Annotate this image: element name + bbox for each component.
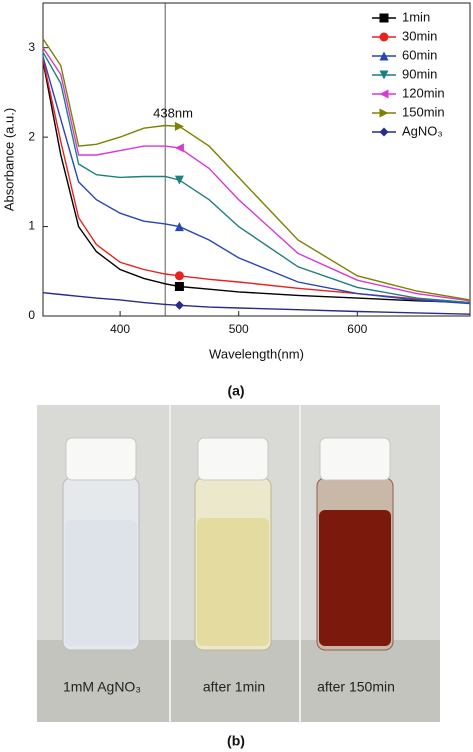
- marker: [174, 281, 184, 291]
- marker: [174, 121, 184, 131]
- marker: [174, 271, 184, 281]
- y-tick-label: 2: [28, 129, 35, 143]
- series-line: [42, 292, 471, 315]
- caption: (b): [227, 733, 245, 749]
- plot-frame: [42, 2, 471, 317]
- legend-label: AgNO₃: [402, 123, 443, 138]
- legend-label: 150min: [402, 104, 445, 119]
- legend-label: 30min: [402, 28, 437, 43]
- legend-label: 60min: [402, 47, 437, 62]
- legend-marker: [379, 51, 389, 61]
- legend-label: 90min: [402, 66, 437, 81]
- y-tick-label: 1: [28, 219, 35, 233]
- x-tick-label: 400: [110, 322, 130, 336]
- legend-marker: [379, 13, 389, 23]
- photo-label: after 1min: [203, 679, 265, 695]
- marker: [174, 300, 184, 310]
- x-tick-label: 600: [347, 322, 367, 336]
- marker: [174, 143, 184, 153]
- x-axis-title: Wavelength(nm): [209, 346, 304, 361]
- photo-label: after 150min: [317, 679, 395, 695]
- caption: (a): [227, 383, 244, 399]
- series-line: [42, 59, 471, 304]
- marker: [174, 175, 184, 185]
- series-line: [42, 51, 471, 304]
- y-tick-label: 0: [28, 308, 35, 322]
- photo-label: 1mM AgNO₃: [63, 679, 141, 695]
- legend-marker: [379, 108, 389, 118]
- series-line: [42, 38, 471, 301]
- legend-label: 1min: [402, 9, 430, 24]
- series-line: [42, 47, 471, 302]
- legend-marker: [379, 89, 389, 99]
- legend-marker: [379, 32, 389, 42]
- annotation: 438nm: [153, 105, 193, 120]
- marker: [174, 222, 184, 232]
- legend-label: 120min: [402, 85, 445, 100]
- series-line: [42, 56, 471, 305]
- x-tick-label: 500: [229, 322, 249, 336]
- y-tick-label: 3: [28, 40, 35, 54]
- legend-marker: [379, 127, 389, 137]
- series-line: [42, 60, 471, 304]
- legend-marker: [379, 70, 389, 80]
- photo: [37, 405, 440, 722]
- y-axis-title: Absorbance (a.u.): [1, 108, 16, 211]
